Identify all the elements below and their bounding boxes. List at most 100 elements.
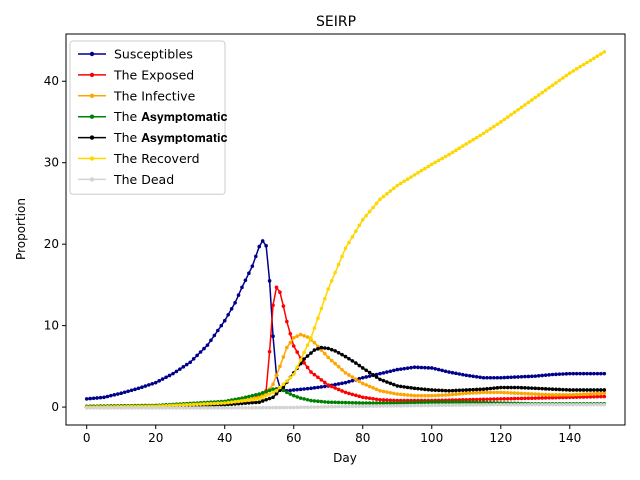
data-point xyxy=(260,405,265,410)
data-point xyxy=(392,382,396,387)
data-point xyxy=(326,400,331,404)
data-point xyxy=(419,393,424,398)
data-point xyxy=(336,404,341,409)
data-point xyxy=(181,403,186,407)
data-point xyxy=(260,239,265,243)
data-point xyxy=(536,386,541,391)
data-point xyxy=(423,166,427,171)
data-point xyxy=(602,371,607,376)
data-point xyxy=(498,397,503,401)
data-point xyxy=(457,403,462,407)
data-point xyxy=(395,392,400,396)
data-point xyxy=(288,375,293,380)
data-point xyxy=(354,361,358,365)
data-point xyxy=(323,346,327,350)
data-point xyxy=(336,350,341,355)
data-point xyxy=(550,387,555,391)
data-point xyxy=(371,386,375,390)
data-point xyxy=(222,401,227,405)
series-5 xyxy=(84,50,607,409)
data-point xyxy=(167,406,172,410)
data-point xyxy=(164,406,168,410)
data-point xyxy=(271,334,275,339)
data-point xyxy=(495,375,500,380)
data-point xyxy=(554,402,558,407)
data-point xyxy=(229,406,234,410)
data-point xyxy=(457,372,462,376)
data-point xyxy=(426,164,431,169)
data-point xyxy=(592,394,596,399)
data-point xyxy=(174,403,179,408)
data-point xyxy=(547,373,551,377)
data-point xyxy=(157,379,161,383)
data-point xyxy=(536,392,541,397)
data-point xyxy=(523,396,527,401)
data-point xyxy=(592,388,596,392)
data-point xyxy=(350,378,355,383)
data-point xyxy=(209,406,213,410)
data-point xyxy=(447,388,451,393)
data-point xyxy=(478,397,482,402)
data-point xyxy=(388,404,393,408)
data-point xyxy=(209,338,213,343)
data-point xyxy=(533,95,538,100)
data-point xyxy=(392,391,396,396)
data-point xyxy=(526,391,531,396)
data-point xyxy=(98,395,103,400)
data-point xyxy=(571,388,576,392)
data-point xyxy=(543,392,548,397)
data-point xyxy=(495,402,500,407)
data-point xyxy=(436,388,441,393)
data-point xyxy=(561,372,565,376)
data-point xyxy=(564,73,569,78)
data-point xyxy=(198,406,203,410)
data-point xyxy=(581,392,586,397)
data-point xyxy=(271,303,275,308)
data-point xyxy=(336,400,341,405)
data-point xyxy=(595,388,600,392)
data-point xyxy=(309,336,313,340)
data-point xyxy=(367,401,372,405)
data-point xyxy=(302,350,306,355)
data-point xyxy=(378,197,382,202)
data-point xyxy=(364,395,369,400)
data-point xyxy=(561,387,565,392)
data-point xyxy=(416,365,420,370)
data-point xyxy=(98,406,103,410)
series-0 xyxy=(84,239,607,401)
data-point xyxy=(599,388,603,392)
data-point xyxy=(84,397,89,401)
data-point xyxy=(333,386,337,390)
data-point xyxy=(295,350,299,354)
data-point xyxy=(302,334,306,338)
data-point xyxy=(509,391,513,395)
data-point xyxy=(461,403,465,407)
data-point xyxy=(312,386,317,390)
data-point xyxy=(426,387,431,392)
data-point xyxy=(530,386,534,390)
data-point xyxy=(343,371,348,375)
data-point xyxy=(471,400,475,405)
data-point xyxy=(153,380,158,385)
legend-item: The Infective xyxy=(78,88,196,103)
data-point xyxy=(367,396,372,401)
data-point xyxy=(288,388,293,393)
data-point xyxy=(267,279,272,283)
data-point xyxy=(588,58,593,63)
data-point xyxy=(595,371,600,376)
legend-item: Susceptibles xyxy=(78,47,193,62)
data-point xyxy=(105,394,110,399)
data-point xyxy=(347,391,351,396)
data-point xyxy=(250,393,255,398)
data-point xyxy=(367,209,372,214)
data-point xyxy=(488,375,493,380)
data-point xyxy=(516,385,520,390)
data-point xyxy=(443,369,448,374)
data-point xyxy=(540,396,544,400)
data-point xyxy=(122,390,127,395)
data-point xyxy=(474,374,479,379)
data-point xyxy=(519,402,524,407)
data-point xyxy=(419,168,424,173)
data-point xyxy=(257,397,262,401)
data-point xyxy=(198,350,203,354)
